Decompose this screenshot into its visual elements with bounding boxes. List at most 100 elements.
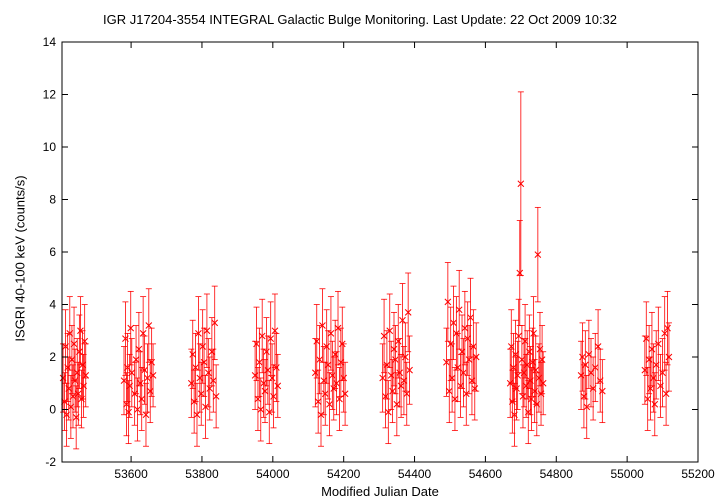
point-marker <box>212 393 220 400</box>
data-point <box>665 322 673 392</box>
point-marker <box>319 322 326 329</box>
data-point <box>397 353 405 418</box>
data-point <box>263 317 270 387</box>
point-marker <box>534 251 542 258</box>
data-point <box>394 304 402 379</box>
point-marker <box>326 400 333 408</box>
data-point <box>336 367 343 431</box>
data-point <box>390 311 398 387</box>
point-marker <box>448 374 456 382</box>
data-point <box>135 311 143 387</box>
point-marker <box>146 387 154 395</box>
data-point <box>208 317 216 387</box>
data-point <box>393 372 401 437</box>
data-point <box>454 332 462 403</box>
data-point <box>206 356 214 421</box>
point-marker <box>74 390 82 398</box>
point-marker <box>460 369 467 377</box>
data-point <box>149 343 157 408</box>
point-marker <box>583 403 591 411</box>
point-marker <box>187 379 195 387</box>
data-point <box>144 343 151 413</box>
data-point <box>472 322 480 392</box>
y-axis-label: ISGRI 40-100 keV (counts/s) <box>12 175 28 342</box>
data-point <box>664 290 671 366</box>
point-marker <box>470 343 477 350</box>
tick-labels: -2 0 2 4 6 8 10 12 14 53600 53800 54000 54200 54400 54… <box>43 35 715 481</box>
point-marker <box>139 330 147 337</box>
point-marker <box>340 374 348 382</box>
point-marker <box>406 366 413 374</box>
point-marker <box>642 335 650 342</box>
point-marker <box>148 358 155 366</box>
data-point <box>471 356 479 421</box>
point-marker <box>311 369 319 377</box>
data-point <box>583 374 591 439</box>
point-marker <box>393 400 401 408</box>
point-marker <box>387 372 395 379</box>
data-point <box>525 314 533 389</box>
data-point <box>532 335 540 405</box>
data-point <box>514 340 522 410</box>
x-tick-label: 54800 <box>540 467 574 481</box>
x-tick-label: 55000 <box>610 467 644 481</box>
point-marker <box>641 366 649 374</box>
point-marker <box>455 306 463 314</box>
point-marker <box>267 335 275 342</box>
data-point <box>189 319 197 389</box>
data-point <box>457 353 464 418</box>
point-marker <box>591 364 599 371</box>
point-marker <box>142 411 150 419</box>
point-marker <box>128 369 136 377</box>
point-marker <box>581 361 589 369</box>
data-point <box>324 330 332 400</box>
data-point <box>197 361 205 426</box>
data-point <box>199 309 207 384</box>
data-point <box>515 298 523 374</box>
x-axis-label: Modified Julian Date <box>321 484 439 499</box>
data-point <box>203 293 211 368</box>
point-marker <box>514 372 522 379</box>
data-point <box>70 306 78 382</box>
point-marker <box>538 356 546 363</box>
data-point <box>404 272 412 353</box>
point-marker <box>316 356 323 363</box>
x-tick-label: 54600 <box>469 467 503 481</box>
data-point <box>650 343 657 413</box>
point-marker <box>76 348 83 356</box>
point-marker <box>193 411 201 419</box>
data-point <box>127 290 135 366</box>
data-point <box>211 285 219 361</box>
data-point <box>204 338 212 408</box>
point-marker <box>516 269 524 277</box>
point-marker <box>579 353 586 361</box>
point-marker <box>195 330 202 337</box>
data-point <box>520 338 528 408</box>
data-point <box>125 380 132 445</box>
data-point <box>581 330 589 400</box>
data-point <box>647 356 654 421</box>
data-point <box>196 343 204 413</box>
data-point <box>82 343 90 408</box>
point-marker <box>189 351 197 358</box>
data-point <box>455 269 463 350</box>
point-marker <box>258 332 266 340</box>
data-point <box>659 338 666 408</box>
data-point <box>273 332 280 403</box>
data-point <box>260 348 267 418</box>
y-tick-label: 8 <box>49 193 56 207</box>
data-point <box>253 306 260 382</box>
point-marker <box>264 366 272 374</box>
point-marker <box>392 356 399 363</box>
point-marker <box>659 369 666 377</box>
point-marker <box>471 385 479 392</box>
data-point <box>642 301 650 376</box>
point-marker <box>598 387 606 395</box>
point-marker <box>206 385 214 392</box>
y-tick-label: 2 <box>49 350 56 364</box>
data-point <box>331 319 339 389</box>
data-point <box>458 314 466 389</box>
data-point <box>468 346 476 416</box>
data-point <box>662 361 670 426</box>
data-point <box>539 351 547 416</box>
